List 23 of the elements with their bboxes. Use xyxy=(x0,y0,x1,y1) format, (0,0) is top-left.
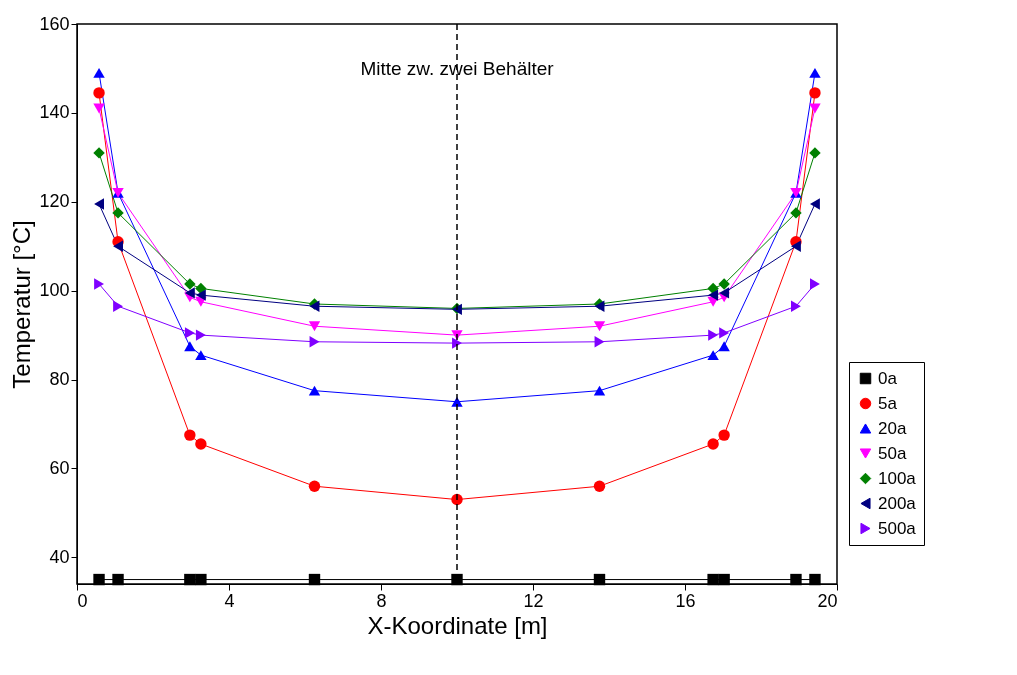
x-tick-label: 20 xyxy=(817,590,838,611)
legend-label: 100a xyxy=(878,468,917,488)
y-tick-label: 140 xyxy=(39,102,70,123)
y-tick-label: 40 xyxy=(49,546,70,567)
y-tick-label: 100 xyxy=(39,280,70,301)
x-axis-title: X-Koordinate [m] xyxy=(367,611,548,639)
y-tick-label: 160 xyxy=(39,13,70,34)
x-tick-label: 12 xyxy=(523,590,544,611)
y-axis-title: Temperatur [°C] xyxy=(8,220,36,389)
legend-label: 20a xyxy=(878,418,907,438)
ref-line-label: Mitte zw. zwei Behälter xyxy=(360,58,555,79)
legend-label: 0a xyxy=(878,368,898,388)
x-tick-label: 16 xyxy=(675,590,696,611)
x-tick-label: 8 xyxy=(376,590,387,611)
legend-label: 5a xyxy=(878,393,898,413)
legend-label: 200a xyxy=(878,493,917,513)
x-tick-label: 4 xyxy=(224,590,235,611)
y-tick-label: 60 xyxy=(49,457,70,478)
legend-label: 500a xyxy=(878,518,917,538)
y-tick-label: 120 xyxy=(39,191,70,212)
y-tick-label: 80 xyxy=(49,369,70,390)
legend-label: 50a xyxy=(878,443,907,463)
x-tick-label: 0 xyxy=(77,590,88,611)
